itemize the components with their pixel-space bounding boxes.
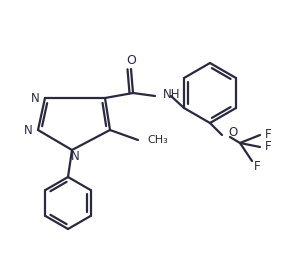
Text: O: O — [126, 54, 136, 68]
Text: CH₃: CH₃ — [147, 135, 168, 145]
Text: N: N — [24, 124, 33, 136]
Text: O: O — [228, 126, 237, 140]
Text: F: F — [265, 128, 272, 141]
Text: F: F — [254, 160, 261, 173]
Text: N: N — [71, 150, 79, 164]
Text: NH: NH — [163, 88, 181, 101]
Text: N: N — [31, 92, 40, 104]
Text: F: F — [265, 141, 272, 154]
